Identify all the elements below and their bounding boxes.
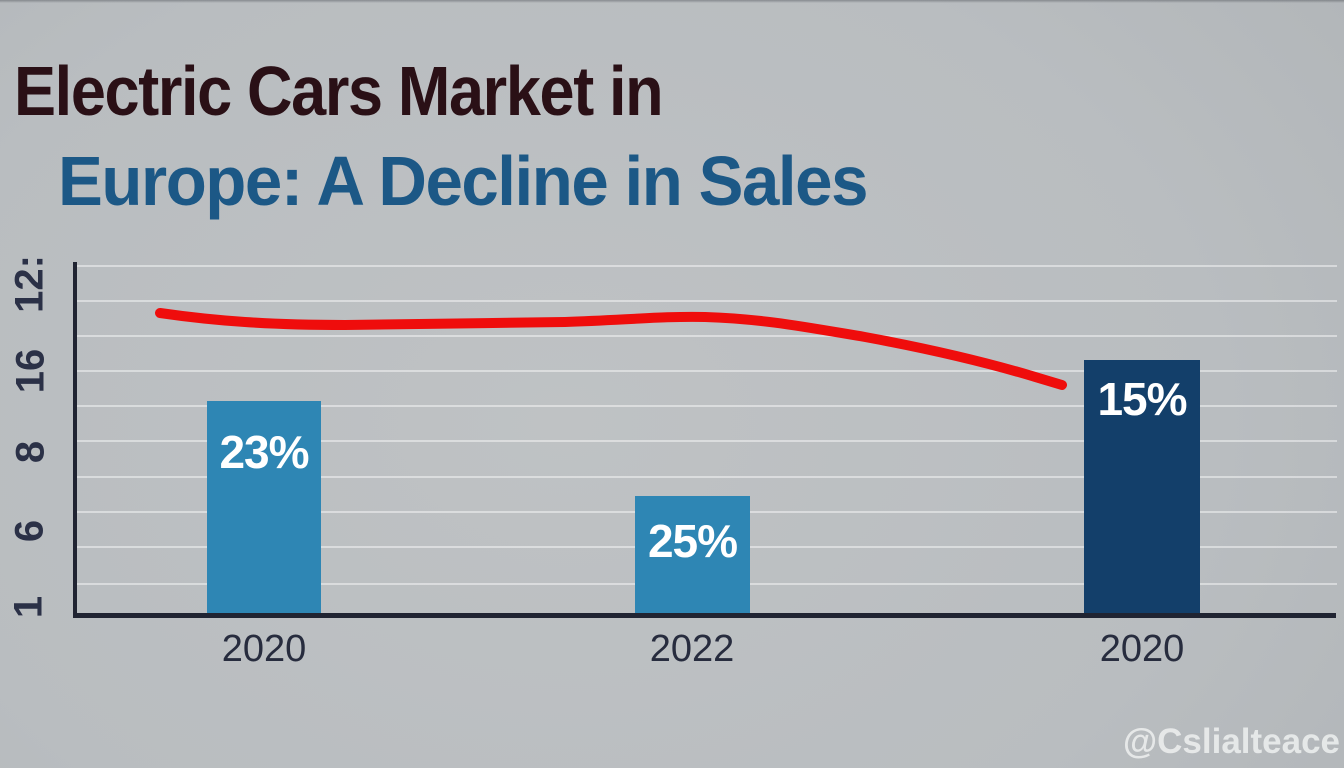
y-axis-tick-label: 8 — [8, 440, 53, 464]
y-axis-tick-label: 16 — [8, 348, 53, 394]
bar-2022: 25% — [635, 496, 750, 613]
x-axis-label-2022: 2022 — [649, 628, 735, 670]
y-axis-tick-label: 1 — [6, 595, 51, 619]
gridline — [75, 405, 1337, 407]
watermark-handle: @Cslialteace — [1123, 722, 1341, 761]
y-axis-tick-label: 6 — [7, 519, 52, 543]
title-line-2: Europe: A Decline in Sales — [58, 142, 868, 220]
bar-2020-second: 15% — [1084, 360, 1200, 613]
x-axis-label-2020-first: 2020 — [221, 628, 307, 670]
x-axis-line — [73, 613, 1336, 618]
bar-value-label: 15% — [1097, 373, 1187, 425]
y-axis-line — [73, 262, 77, 618]
gridline — [75, 440, 1337, 442]
gridline — [75, 476, 1337, 478]
bar-2020-first: 23% — [207, 401, 321, 613]
bar-value-label: 25% — [647, 515, 738, 567]
declining-trend-line — [155, 308, 1067, 390]
bar-value-label: 23% — [219, 426, 309, 478]
x-axis-label-2020-second: 2020 — [1099, 628, 1185, 670]
title-line-1: Electric Cars Market in — [14, 52, 664, 130]
gridline — [75, 300, 1337, 302]
y-axis-tick-label: 12: — [7, 255, 52, 313]
gridline — [75, 335, 1337, 337]
gridline — [75, 265, 1337, 267]
